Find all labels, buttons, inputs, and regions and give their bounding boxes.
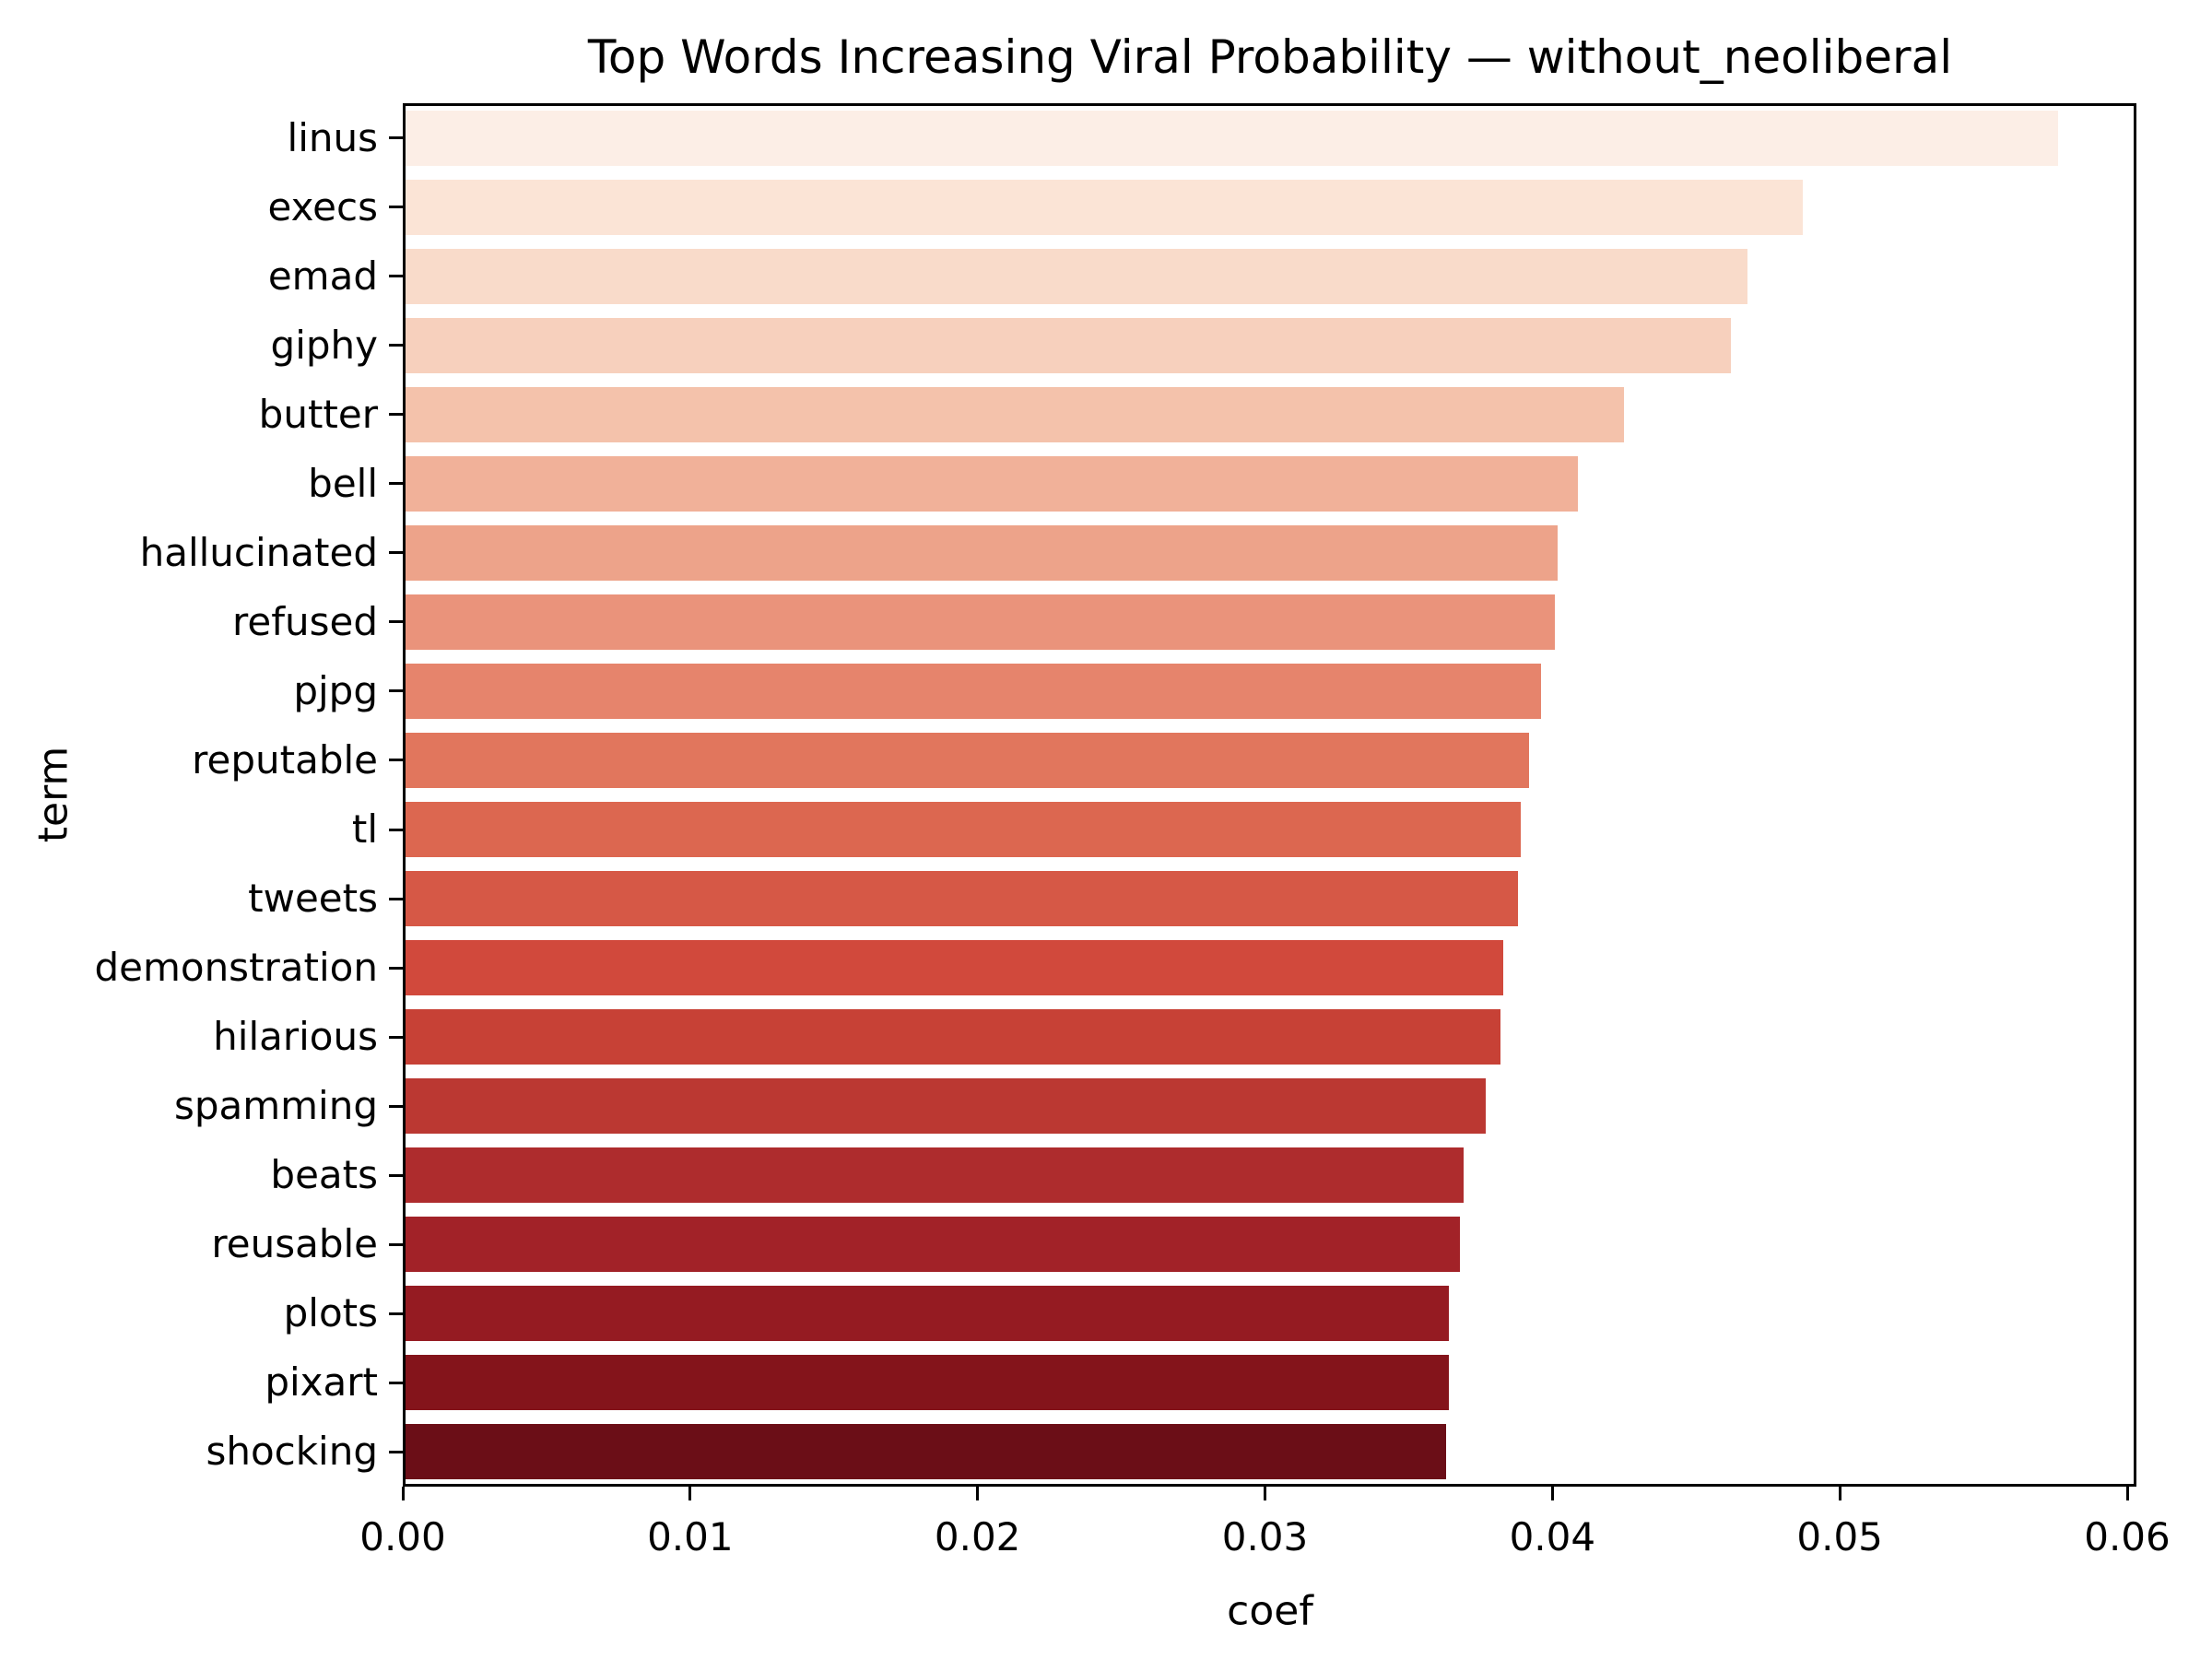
x-tick-mark: [2125, 1487, 2129, 1500]
bar: [406, 871, 1518, 927]
y-tick-label: spamming: [173, 1083, 378, 1129]
y-tick-mark: [389, 482, 403, 486]
bar: [406, 386, 1624, 442]
y-tick-mark: [389, 689, 403, 693]
y-tick-label: hilarious: [213, 1014, 378, 1060]
bar: [406, 1078, 1486, 1135]
y-tick-label: bell: [308, 460, 378, 506]
y-tick-mark: [389, 1104, 403, 1108]
y-tick-mark: [389, 759, 403, 762]
y-tick-label: beats: [270, 1152, 378, 1198]
y-tick-label: shocking: [206, 1429, 378, 1475]
bar: [406, 594, 1555, 650]
bar: [406, 1147, 1464, 1204]
x-tick-label: 0.03: [1221, 1514, 1309, 1559]
y-tick-mark: [389, 136, 403, 140]
y-tick-label: reputable: [192, 736, 378, 782]
x-tick-mark: [1550, 1487, 1554, 1500]
y-tick-label: pjpg: [293, 667, 378, 713]
y-tick-label: demonstration: [94, 945, 378, 991]
y-tick-mark: [389, 1450, 403, 1453]
y-tick-mark: [389, 1312, 403, 1315]
x-tick-label: 0.02: [934, 1514, 1021, 1559]
x-tick-mark: [1264, 1487, 1266, 1500]
bar: [406, 1355, 1449, 1411]
y-tick-label: hallucinated: [139, 529, 378, 575]
x-tick-mark: [401, 1487, 405, 1500]
y-tick-mark: [389, 1173, 403, 1177]
x-tick-mark: [688, 1487, 692, 1500]
x-tick-label: 0.01: [647, 1514, 734, 1559]
bar: [406, 248, 1747, 304]
bar: [406, 455, 1578, 512]
y-tick-mark: [389, 1242, 403, 1246]
y-tick-label: refused: [232, 598, 378, 644]
y-tick-mark: [389, 620, 403, 624]
plot-area: [403, 103, 2136, 1487]
bar: [406, 802, 1521, 858]
x-tick-mark: [1838, 1487, 1841, 1500]
bar: [406, 1424, 1446, 1480]
x-tick-mark: [976, 1487, 980, 1500]
y-tick-label: pixart: [265, 1359, 378, 1406]
bar: [406, 732, 1529, 788]
y-axis-label: term: [29, 746, 77, 843]
bar: [406, 1217, 1460, 1273]
bar: [406, 940, 1503, 996]
y-tick-mark: [389, 275, 403, 278]
chart-title: Top Words Increasing Viral Probability —…: [587, 30, 1953, 84]
bar: [406, 179, 1803, 235]
x-tick-label: 0.05: [1796, 1514, 1883, 1559]
y-tick-mark: [389, 828, 403, 831]
bar: [406, 1286, 1449, 1342]
y-tick-label: emad: [267, 253, 378, 299]
bar: [406, 663, 1541, 719]
y-tick-mark: [389, 966, 403, 970]
bar: [406, 524, 1558, 581]
y-tick-mark: [389, 1381, 403, 1384]
y-tick-label: linus: [287, 114, 378, 160]
x-axis-label: coef: [1227, 1587, 1313, 1635]
y-tick-mark: [389, 1035, 403, 1039]
bar: [406, 317, 1731, 373]
y-tick-label: reusable: [211, 1221, 378, 1267]
y-tick-mark: [389, 897, 403, 900]
y-tick-label: plots: [283, 1290, 378, 1336]
y-tick-mark: [389, 206, 403, 209]
y-tick-label: giphy: [270, 322, 378, 368]
y-tick-mark: [389, 344, 403, 347]
y-tick-label: tl: [351, 806, 378, 853]
y-tick-label: tweets: [248, 876, 378, 922]
bar: [406, 110, 2058, 166]
x-tick-label: 0.06: [2084, 1514, 2171, 1559]
y-tick-mark: [389, 551, 403, 555]
y-tick-label: execs: [267, 183, 378, 229]
y-tick-mark: [389, 413, 403, 417]
x-tick-label: 0.04: [1509, 1514, 1596, 1559]
bar: [406, 1009, 1500, 1065]
y-tick-label: butter: [258, 391, 378, 437]
x-tick-label: 0.00: [359, 1514, 446, 1559]
